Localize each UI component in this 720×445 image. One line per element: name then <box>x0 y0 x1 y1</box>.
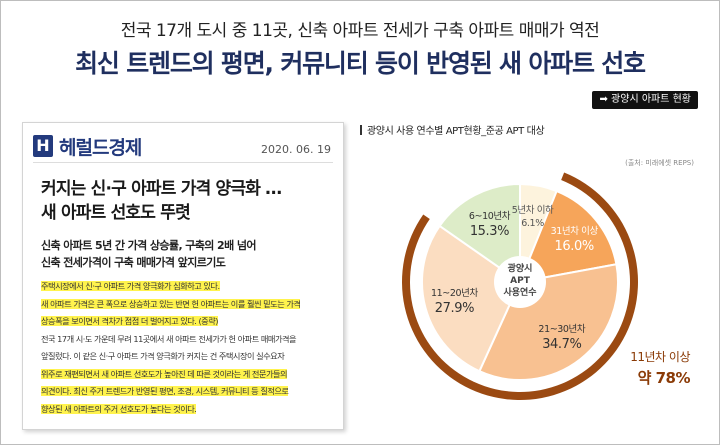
title-bar-icon <box>360 125 362 135</box>
slice-value-label: 16.0% <box>554 238 595 254</box>
center-label-line: 사용연수 <box>503 288 537 298</box>
chart-title-text: 광양시 사용 연수별 APT현황_준공 APT 대상 <box>367 126 545 137</box>
slice-value-label: 15.3% <box>469 224 510 240</box>
news-body: 주택시장에서 신·구 아파트 가격 양극화가 심화하고 있다. 새 아파트 가격… <box>41 278 337 418</box>
slice-category-label: 31년차 이상 <box>550 225 599 237</box>
page-headline: 최신 트렌드의 평면, 커뮤니티 등이 반영된 새 아파트 선호 <box>75 49 646 78</box>
slice-category-label: 5년차 이하 <box>511 205 554 217</box>
news-date: 2020. 06. 19 <box>261 143 331 156</box>
slice-value-label: 34.7% <box>542 336 582 352</box>
news-title-line: 커지는 신·구 아파트 가격 양극화 … <box>41 179 282 199</box>
news-body-line: 의견이다. 최신 주거 트렌드가 반영된 평면, 조경, 시스템, 커뮤니티 등… <box>41 386 289 396</box>
news-body-line: 전국 17개 시·도 가운데 무려 11곳에서 새 아파트 전세가가 헌 아파트… <box>41 333 297 344</box>
newspaper-name: 헤럴드경제 <box>59 137 142 159</box>
pie-center-circle <box>494 256 546 308</box>
center-label-line: APT <box>510 276 530 286</box>
pie-slice <box>478 263 619 381</box>
news-body-line: 새 아파트 가격은 큰 폭으로 상승하고 있는 반면 헌 아파트는 이를 훨씬 … <box>41 298 301 309</box>
slice-value-label: 6.1% <box>521 218 544 230</box>
section-tag: ➡ 광양시 아파트 현황 <box>592 91 698 109</box>
news-body-line: 위주로 재편되면서 새 아파트 선호도가 높아진 데 따른 것이라는 게 전문가… <box>41 368 288 379</box>
pie-slice-label: 11~20년차 27.9% <box>419 285 489 316</box>
slice-category-label: 21~30년차 <box>538 323 586 335</box>
pie-slice-label: 31년차 이상 16.0% <box>539 223 609 254</box>
news-sub-line: 신축 전세가격이 구축 매매가격 앞지르기도 <box>41 256 226 269</box>
news-sub-line: 신축 아파트 5년 간 가격 상승률, 구축의 2배 넘어 <box>41 239 256 252</box>
news-body-line: 주택시장에서 신·구 아파트 가격 양극화가 심화하고 있다. <box>41 281 220 291</box>
chart-title: 광양시 사용 연수별 APT현황_준공 APT 대상 <box>360 122 545 137</box>
news-clipping: H 헤럴드경제 2020. 06. 19 커지는 신·구 아파트 가격 양극화 … <box>22 122 344 430</box>
chart-card: 광양시 사용 연수별 APT현황_준공 APT 대상 (출처: 미래에셋 REP… <box>352 122 702 434</box>
chart-source: (출처: 미래에셋 REPS) <box>625 159 694 167</box>
group-highlight-label: 11년차 이상 약 78% <box>630 348 690 388</box>
news-title-line: 새 아파트 선호도 뚜렷 <box>41 203 191 223</box>
pie-chart <box>402 172 638 400</box>
news-body-line: 앞질렀다. 이 같은 신·구 아파트 가격 양극화가 커지는 건 주택시장이 실… <box>41 351 285 361</box>
pie-slice <box>421 224 522 373</box>
pie-slice <box>438 182 521 284</box>
pie-center-label: 광양시 APT 사용연수 <box>490 263 550 299</box>
news-subheading: 신축 아파트 5년 간 가격 상승률, 구축의 2배 넘어 신축 전세가격이 구… <box>41 237 331 271</box>
pie-slice-label: 5년차 이하 6.1% <box>498 202 568 229</box>
news-masthead: H 헤럴드경제 2020. 06. 19 <box>33 133 333 163</box>
news-title: 커지는 신·구 아파트 가격 양극화 … 새 아파트 선호도 뚜렷 <box>41 177 331 225</box>
newspaper-logo-icon: H <box>33 135 53 157</box>
slice-category-label: 6~10년차 <box>468 211 511 223</box>
news-body-line: 상승폭을 보이면서 격차가 점점 더 벌어지고 있다. (중략) <box>41 316 218 326</box>
slice-category-label: 11~20년차 <box>430 287 478 299</box>
page-subtitle: 전국 17개 도시 중 11곳, 신축 아파트 전세가 구축 아파트 매매가 역… <box>120 21 600 41</box>
group-highlight-name: 11년차 이상 <box>630 350 690 364</box>
center-label-line: 광양시 <box>507 264 533 274</box>
slice-value-label: 27.9% <box>434 300 475 316</box>
pie-slice-label: 21~30년차 34.7% <box>527 321 597 352</box>
news-body-line: 향상된 새 아파트의 주거 선호도가 높다는 것이다. <box>41 403 197 414</box>
pie-slice-label: 6~10년차 15.3% <box>454 208 524 239</box>
pie-slice <box>518 189 618 284</box>
group-highlight-value: 약 78% <box>637 369 691 387</box>
